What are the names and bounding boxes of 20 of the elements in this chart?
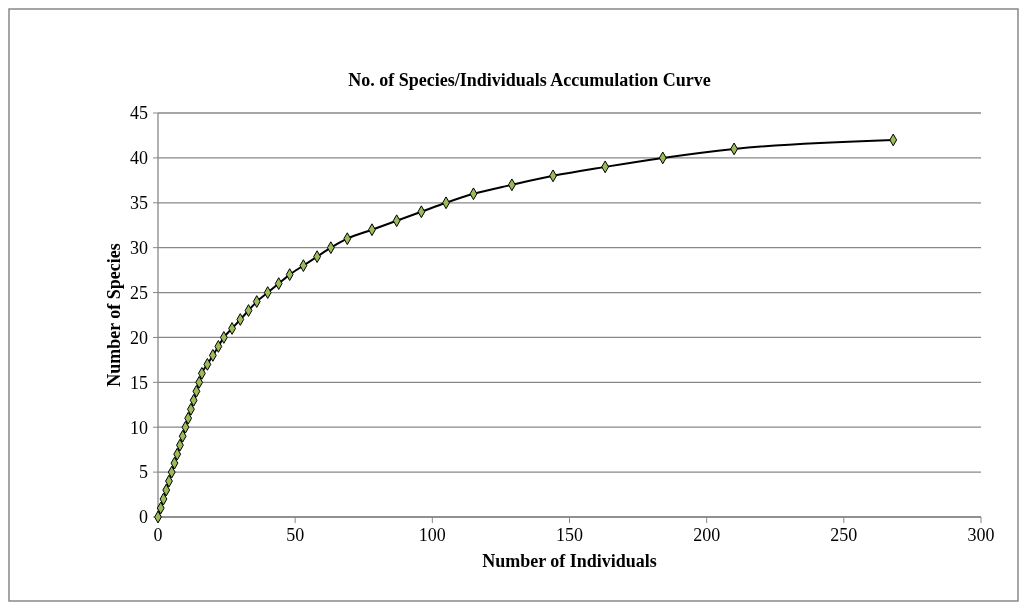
y-tick-label: 5 xyxy=(139,462,148,483)
x-tick-label: 0 xyxy=(153,525,163,545)
y-tick-label: 40 xyxy=(130,148,148,169)
y-tick-label: 35 xyxy=(130,193,148,214)
x-tick-label: 300 xyxy=(967,525,995,545)
y-tick-label: 25 xyxy=(130,282,148,303)
y-tick-label: 30 xyxy=(130,237,148,258)
y-axis-title: Number of Species xyxy=(104,243,124,387)
x-tick-label: 200 xyxy=(693,525,721,545)
x-tick-label: 250 xyxy=(830,525,858,545)
y-tick-label: 0 xyxy=(139,507,148,528)
chart-title: No. of Species/Individuals Accumulation Curve xyxy=(348,70,711,90)
x-tick-label: 50 xyxy=(286,525,305,545)
y-tick-label: 10 xyxy=(130,417,148,438)
x-tick-label: 100 xyxy=(418,525,446,545)
x-axis-title: Number of Individuals xyxy=(482,551,657,571)
y-tick-label: 20 xyxy=(130,327,148,348)
x-tick-label: 150 xyxy=(556,525,583,545)
y-tick-label: 45 xyxy=(130,103,148,124)
y-tick-label: 15 xyxy=(130,372,148,393)
